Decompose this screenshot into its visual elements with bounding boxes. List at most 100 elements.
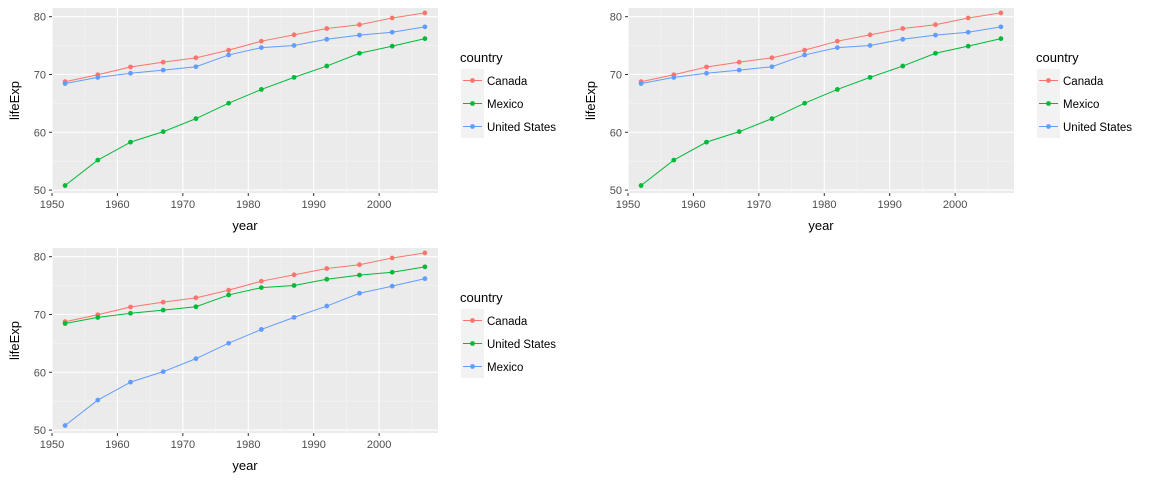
data-point <box>933 22 938 28</box>
chart-panel-1: 1950 1960 1970 1980 1990 2000 50 60 70 80 year life… <box>7 8 556 233</box>
data-point <box>389 283 395 289</box>
data-point <box>802 47 808 53</box>
data-point <box>357 50 362 56</box>
x-tick-label: 1950 <box>40 439 64 451</box>
data-point <box>291 32 297 38</box>
data-point <box>671 157 677 163</box>
data-point <box>258 285 264 291</box>
legend-title: country <box>460 290 503 305</box>
series-line <box>640 12 1001 83</box>
data-point <box>389 29 395 35</box>
data-point <box>291 74 297 80</box>
series-canada <box>638 10 1004 85</box>
series-united-states <box>62 24 428 86</box>
data-point <box>128 139 133 145</box>
x-tick-label: 1980 <box>236 199 260 211</box>
y-tick-label: 50 <box>34 425 46 437</box>
x-tick-label: 1960 <box>681 199 705 211</box>
data-point <box>226 340 232 346</box>
y-tick-label: 60 <box>34 367 46 379</box>
data-point <box>291 283 297 288</box>
x-tick-label: 1950 <box>40 199 64 211</box>
y-tick-label: 70 <box>34 69 46 81</box>
x-tick-label: 1990 <box>301 439 325 451</box>
data-point <box>95 397 101 403</box>
legend-key-point <box>1046 124 1051 129</box>
y-tick-label: 50 <box>610 185 622 197</box>
data-point <box>933 32 938 38</box>
legend-label: Mexico <box>1063 99 1099 111</box>
series-line <box>64 12 425 83</box>
legend-label: Mexico <box>487 99 523 111</box>
data-point <box>965 43 971 49</box>
legend-key-point <box>470 101 475 106</box>
series-line <box>64 38 426 186</box>
y-tick-label: 60 <box>34 127 46 139</box>
data-point <box>834 38 840 44</box>
data-point <box>422 250 428 256</box>
data-point <box>736 129 742 135</box>
data-point <box>638 81 644 86</box>
data-point <box>998 36 1004 42</box>
data-point <box>324 36 330 42</box>
data-point <box>95 157 101 163</box>
x-axis-title: year <box>232 458 258 473</box>
series-mexico <box>62 36 428 188</box>
data-point <box>324 303 330 309</box>
legend-title: country <box>460 50 503 65</box>
data-point <box>324 26 330 31</box>
y-tick-label: 80 <box>34 12 46 24</box>
data-point <box>95 315 101 320</box>
data-point <box>357 22 362 28</box>
legend-key-point <box>470 318 475 323</box>
data-point <box>226 287 232 293</box>
data-point <box>965 29 971 35</box>
data-point <box>389 269 395 275</box>
x-tick-label: 2000 <box>367 439 391 451</box>
data-point <box>62 81 68 86</box>
data-point <box>324 63 330 69</box>
series-line <box>640 26 1002 84</box>
data-point <box>736 59 742 65</box>
data-point <box>357 262 362 268</box>
data-point <box>357 32 362 38</box>
data-point <box>422 276 428 282</box>
data-point <box>258 45 264 51</box>
data-point <box>422 24 428 30</box>
chart-panel-3: 1950 1960 1970 1980 1990 2000 50 60 70 80 year life… <box>7 248 556 473</box>
data-point <box>704 64 709 70</box>
data-point <box>193 64 199 70</box>
x-tick-label: 2000 <box>943 199 967 211</box>
series-line <box>64 278 426 426</box>
data-point <box>802 100 808 106</box>
data-point <box>62 423 68 428</box>
series-canada <box>62 10 428 85</box>
x-tick-label: 1960 <box>105 439 129 451</box>
data-point <box>998 24 1004 30</box>
data-point <box>900 63 906 69</box>
data-point <box>160 307 166 313</box>
data-point <box>867 32 873 38</box>
legend-label: Canada <box>1063 76 1104 88</box>
legend-title: country <box>1036 50 1079 65</box>
data-point <box>160 299 166 305</box>
data-point <box>226 47 232 53</box>
data-point <box>193 304 199 310</box>
data-point <box>193 295 199 301</box>
data-point <box>638 183 644 188</box>
data-point <box>128 304 133 310</box>
y-axis-title: lifeExp <box>583 81 598 120</box>
y-tick-label: 80 <box>34 252 46 264</box>
series-line <box>64 266 426 324</box>
data-point <box>769 116 775 122</box>
plot-background <box>52 248 438 433</box>
data-point <box>867 43 873 48</box>
x-tick-label: 1990 <box>877 199 901 211</box>
x-tick-label: 1950 <box>616 199 640 211</box>
data-point <box>128 310 133 316</box>
data-point <box>769 55 775 61</box>
series-united-states <box>62 264 428 326</box>
data-point <box>834 45 840 51</box>
data-point <box>193 116 199 122</box>
